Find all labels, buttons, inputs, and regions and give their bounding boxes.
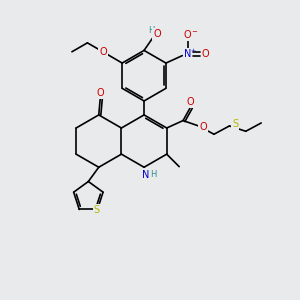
- Text: N: N: [142, 170, 149, 180]
- Text: S: S: [94, 205, 100, 215]
- Text: +: +: [190, 48, 196, 53]
- Text: S: S: [232, 119, 239, 129]
- Text: −: −: [191, 29, 197, 35]
- Text: H: H: [148, 26, 154, 35]
- Text: O: O: [202, 49, 209, 59]
- Text: N: N: [184, 49, 191, 59]
- Text: O: O: [199, 122, 207, 132]
- Text: O: O: [153, 29, 160, 39]
- Text: O: O: [96, 88, 104, 98]
- Text: H: H: [150, 170, 157, 179]
- Text: O: O: [187, 97, 194, 107]
- Text: O: O: [99, 47, 107, 57]
- Text: O: O: [184, 30, 191, 40]
